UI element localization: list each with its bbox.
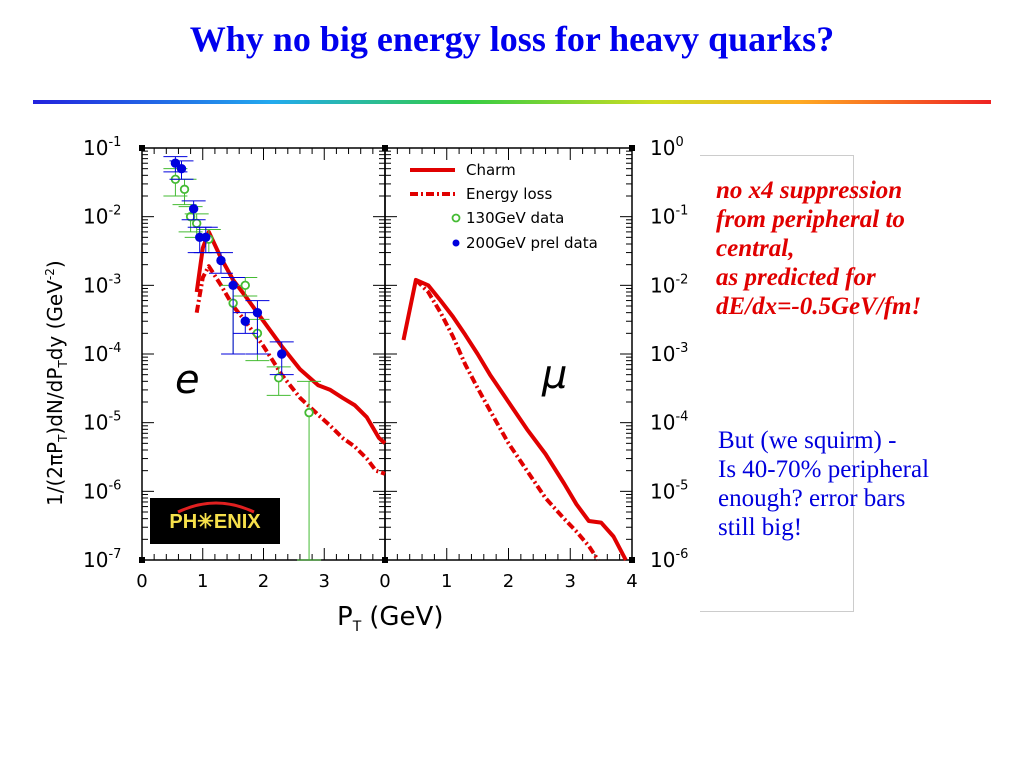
annotation-frame bbox=[700, 155, 854, 612]
chart-axes: 0 1 2 3 10-1 10-2 10-3 10-4 10-5 10-6 10-7 0 1 2 3 4 100… bbox=[83, 135, 688, 592]
note-red-line: from peripheral to bbox=[716, 206, 905, 233]
data-200gev-point bbox=[216, 255, 226, 266]
y-tick-label: 10-1 bbox=[83, 135, 121, 160]
data-200gev-point bbox=[240, 316, 250, 326]
y-tick-label: 10-6 bbox=[650, 547, 688, 572]
note-red-line: dE/dx=-0.5GeV/fm! bbox=[716, 293, 922, 320]
legend-label-130gev: 130GeV data bbox=[466, 209, 564, 227]
note-blue: But (we squirm) - Is 40-70% peripheral e… bbox=[718, 426, 1018, 542]
y-tick-label: 10-2 bbox=[650, 272, 688, 297]
note-blue-line: enough? error bars bbox=[718, 485, 906, 512]
y-tick-label: 100 bbox=[650, 135, 684, 160]
data-130gev-point bbox=[191, 218, 202, 229]
panel-label-muon: μ bbox=[541, 352, 567, 398]
slide-title: Why no big energy loss for heavy quarks? bbox=[189, 19, 835, 59]
chart-curves bbox=[194, 229, 628, 562]
panel-label-electron: e bbox=[175, 357, 200, 403]
data-200gev-point bbox=[201, 232, 211, 243]
y-tick-label: 10-1 bbox=[650, 204, 688, 229]
note-blue-line: But (we squirm) - bbox=[718, 427, 897, 454]
y-axis-label: 1/(2πPT)dN/dPTdy (GeV-2) bbox=[43, 260, 70, 506]
phenix-logo: PH✳ENIX bbox=[150, 498, 280, 544]
note-red: no x4 suppression from peripheral to cen… bbox=[716, 176, 1016, 321]
y-tick-label: 10-5 bbox=[650, 478, 688, 503]
y-tick-label: 10-7 bbox=[83, 547, 121, 572]
note-red-line: central, bbox=[716, 235, 795, 262]
data-130gev-point bbox=[240, 280, 250, 291]
data-200gev-point bbox=[228, 280, 238, 291]
data-130gev-point bbox=[179, 184, 190, 195]
data-130gev-point bbox=[185, 211, 196, 222]
y-tick-label: 10-4 bbox=[650, 410, 688, 435]
data-200gev-point bbox=[252, 307, 263, 318]
y-tick-label: 10-4 bbox=[83, 341, 121, 366]
x-tick-label: 2 bbox=[503, 571, 514, 592]
energy-loss-curve bbox=[194, 264, 386, 476]
legend-label-energy-loss: Energy loss bbox=[466, 185, 552, 203]
charm-curve bbox=[401, 277, 628, 561]
x-tick-label: 1 bbox=[197, 571, 208, 592]
data-200gev-point bbox=[188, 204, 199, 214]
x-tick-label: 3 bbox=[319, 571, 330, 592]
note-red-line: no x4 suppression bbox=[716, 177, 903, 204]
data-130gev-point bbox=[273, 373, 284, 383]
y-tick-label: 10-3 bbox=[650, 341, 688, 366]
data-200gev-point bbox=[277, 349, 287, 359]
title-rule bbox=[33, 100, 991, 104]
legend: Charm Energy loss 130GeV data 200GeV pre… bbox=[410, 161, 598, 252]
y-tick-label: 10-6 bbox=[83, 478, 121, 503]
note-red-line: as predicted for bbox=[716, 264, 876, 291]
y-tick-label: 10-5 bbox=[83, 410, 121, 435]
legend-marker-200gev bbox=[452, 239, 460, 247]
x-axis-label: PT (GeV) bbox=[337, 602, 443, 635]
x-tick-label: 0 bbox=[136, 571, 147, 592]
y-tick-label: 10-3 bbox=[83, 272, 121, 297]
data-130gev-point bbox=[304, 407, 314, 418]
logo-wordmark: PH✳ENIX bbox=[169, 511, 261, 533]
energy-loss-curve bbox=[414, 278, 600, 562]
x-tick-label: 2 bbox=[258, 571, 269, 592]
note-blue-line: still big! bbox=[718, 514, 803, 541]
data-200gev-point bbox=[176, 163, 187, 174]
legend-marker-130gev bbox=[451, 213, 461, 223]
x-tick-label: 0 bbox=[379, 571, 390, 592]
x-tick-label: 1 bbox=[441, 571, 452, 592]
legend-label-200gev: 200GeV prel data bbox=[466, 234, 598, 252]
note-blue-line: Is 40-70% peripheral bbox=[718, 456, 930, 483]
logo-arc-icon bbox=[177, 501, 255, 514]
legend-label-charm: Charm bbox=[466, 161, 516, 179]
x-tick-label: 3 bbox=[565, 571, 576, 592]
charm-curve bbox=[194, 229, 387, 445]
chart-points bbox=[163, 156, 322, 561]
y-tick-label: 10-2 bbox=[83, 204, 121, 229]
x-tick-label: 4 bbox=[626, 571, 637, 592]
